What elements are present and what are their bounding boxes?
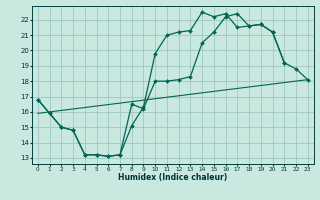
X-axis label: Humidex (Indice chaleur): Humidex (Indice chaleur) [118, 173, 228, 182]
